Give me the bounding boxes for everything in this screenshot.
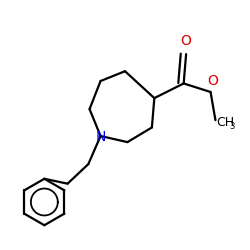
Text: 3: 3 xyxy=(230,122,235,132)
Text: N: N xyxy=(95,130,106,144)
Text: O: O xyxy=(181,34,192,48)
Text: O: O xyxy=(208,74,218,88)
Text: CH: CH xyxy=(217,116,235,129)
